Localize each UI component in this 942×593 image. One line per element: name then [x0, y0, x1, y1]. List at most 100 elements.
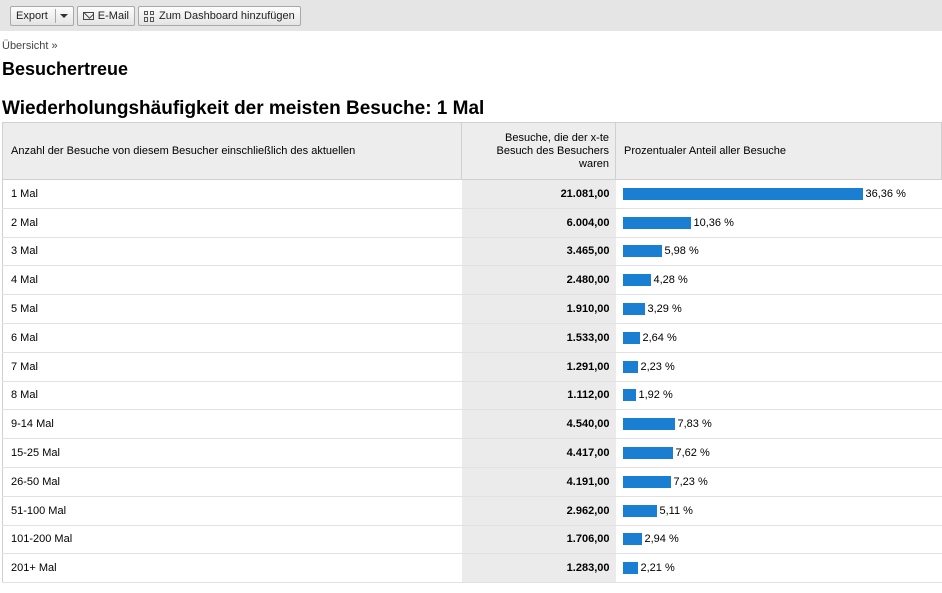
column-header-visit-count[interactable]: Anzahl der Besuche von diesem Besucher e… — [2, 122, 462, 180]
visits-cell: 2.480,00 — [461, 265, 616, 296]
percentage-label: 7,83 % — [677, 418, 712, 431]
percentage-bar-wrap: 10,36 % — [622, 216, 934, 229]
percentage-label: 7,23 % — [673, 475, 708, 488]
breadcrumb[interactable]: Übersicht » — [2, 40, 58, 52]
percentage-bar-wrap: 3,29 % — [622, 303, 934, 316]
percentage-label: 2,64 % — [642, 331, 677, 344]
visits-cell: 4.191,00 — [461, 467, 616, 497]
toolbar: Export E-Mail Zum Dashboard hinzufügen — [0, 0, 942, 31]
percentage-bar-wrap: 4,28 % — [622, 274, 934, 287]
percentage-label: 5,98 % — [664, 245, 699, 258]
percentage-bar — [622, 274, 651, 287]
percentage-cell: 10,36 % — [615, 208, 942, 238]
percentage-cell: 7,62 % — [615, 438, 942, 468]
column-header-visits-label: Besuche, die der x-te Besuch des Besuche… — [496, 131, 609, 170]
visits-cell: 1.283,00 — [461, 553, 616, 584]
export-button[interactable]: Export — [10, 6, 74, 26]
percentage-cell: 7,23 % — [615, 467, 942, 497]
table-row: 9-14 Mal 4.540,00 7,83 % — [2, 409, 942, 440]
table-row: 201+ Mal 1.283,00 2,21 % — [2, 553, 942, 584]
percentage-cell: 2,64 % — [615, 323, 942, 353]
percentage-label: 2,21 % — [640, 562, 675, 575]
visit-count-cell: 8 Mal — [2, 381, 462, 411]
visit-count-cell: 5 Mal — [2, 294, 462, 324]
table-row: 3 Mal 3.465,00 5,98 % — [2, 237, 942, 267]
visit-count-cell: 26-50 Mal — [2, 467, 462, 497]
percentage-cell: 3,29 % — [615, 294, 942, 324]
table-row: 5 Mal 1.910,00 3,29 % — [2, 294, 942, 324]
table-row: 51-100 Mal 2.962,00 5,11 % — [2, 496, 942, 526]
mail-icon — [82, 12, 94, 20]
percentage-label: 10,36 % — [693, 216, 734, 229]
percentage-bar-wrap: 2,21 % — [622, 562, 934, 575]
percentage-label: 1,92 % — [638, 389, 673, 402]
percentage-bar-wrap: 7,83 % — [622, 418, 934, 431]
percentage-bar — [622, 303, 645, 316]
table-row: 6 Mal 1.533,00 2,64 % — [2, 323, 942, 353]
table-row: 26-50 Mal 4.191,00 7,23 % — [2, 467, 942, 497]
percentage-cell: 5,11 % — [615, 496, 942, 526]
visit-count-cell: 2 Mal — [2, 208, 462, 238]
table-row: 7 Mal 1.291,00 2,23 % — [2, 352, 942, 382]
percentage-bar — [622, 216, 691, 229]
percentage-label: 2,23 % — [640, 360, 675, 373]
percentage-cell: 7,83 % — [615, 409, 942, 440]
percentage-bar — [622, 245, 662, 258]
percentage-label: 2,94 % — [644, 533, 679, 546]
visits-cell: 2.962,00 — [461, 496, 616, 526]
percentage-bar — [622, 504, 657, 517]
column-header-percentage[interactable]: Prozentualer Anteil aller Besuche — [615, 122, 942, 180]
visit-count-cell: 4 Mal — [2, 265, 462, 296]
percentage-label: 36,36 % — [865, 187, 906, 200]
add-to-dashboard-button[interactable]: Zum Dashboard hinzufügen — [137, 6, 301, 26]
table-row: 8 Mal 1.112,00 1,92 % — [2, 381, 942, 411]
percentage-bar-wrap: 2,64 % — [622, 331, 934, 344]
page-title: Besuchertreue — [2, 59, 129, 79]
column-header-visits[interactable]: Besuche, die der x-te Besuch des Besuche… — [461, 122, 616, 180]
visits-cell: 1.706,00 — [461, 525, 616, 555]
percentage-cell: 4,28 % — [615, 265, 942, 296]
dashboard-icon — [143, 10, 155, 22]
visit-count-cell: 7 Mal — [2, 352, 462, 382]
table-row: 1 Mal 21.081,00 36,36 % — [2, 179, 942, 209]
visit-count-cell: 1 Mal — [2, 179, 462, 209]
divider — [54, 9, 56, 23]
percentage-cell: 1,92 % — [615, 381, 942, 411]
percentage-bar-wrap: 1,92 % — [622, 389, 934, 402]
percentage-bar — [622, 475, 671, 488]
visits-cell: 1.112,00 — [461, 381, 616, 411]
table-row: 15-25 Mal 4.417,00 7,62 % — [2, 438, 942, 468]
percentage-bar-wrap: 5,98 % — [622, 245, 934, 258]
export-label: Export — [16, 10, 48, 22]
percentage-bar — [622, 533, 642, 546]
percentage-bar-wrap: 5,11 % — [622, 504, 934, 517]
visit-count-cell: 101-200 Mal — [2, 525, 462, 555]
percentage-label: 7,62 % — [675, 447, 710, 460]
percentage-bar-wrap: 7,23 % — [622, 475, 934, 488]
percentage-cell: 2,23 % — [615, 352, 942, 382]
visits-cell: 21.081,00 — [461, 179, 616, 209]
percentage-bar-wrap: 2,94 % — [622, 533, 934, 546]
table-row: 4 Mal 2.480,00 4,28 % — [2, 265, 942, 296]
table-header-row: Anzahl der Besuche von diesem Besucher e… — [2, 122, 942, 180]
visits-cell: 4.540,00 — [461, 409, 616, 440]
email-label: E-Mail — [97, 10, 129, 22]
visits-cell: 4.417,00 — [461, 438, 616, 468]
visits-cell: 1.910,00 — [461, 294, 616, 324]
visits-cell: 3.465,00 — [461, 237, 616, 267]
percentage-cell: 36,36 % — [615, 179, 942, 209]
email-button[interactable]: E-Mail — [76, 6, 135, 26]
percentage-bar — [622, 418, 675, 431]
table-row: 2 Mal 6.004,00 10,36 % — [2, 208, 942, 238]
percentage-cell: 2,21 % — [615, 553, 942, 584]
percentage-bar-wrap: 2,23 % — [622, 360, 934, 373]
visit-count-cell: 9-14 Mal — [2, 409, 462, 440]
percentage-bar-wrap: 7,62 % — [622, 447, 934, 460]
percentage-bar — [622, 562, 638, 575]
section-title: Wiederholungshäufigkeit der meisten Besu… — [2, 98, 485, 119]
percentage-label: 3,29 % — [647, 303, 682, 316]
visit-count-cell: 201+ Mal — [2, 553, 462, 584]
visits-cell: 6.004,00 — [461, 208, 616, 238]
visitor-loyalty-table: Anzahl der Besuche von diesem Besucher e… — [2, 122, 942, 584]
visit-count-cell: 51-100 Mal — [2, 496, 462, 526]
